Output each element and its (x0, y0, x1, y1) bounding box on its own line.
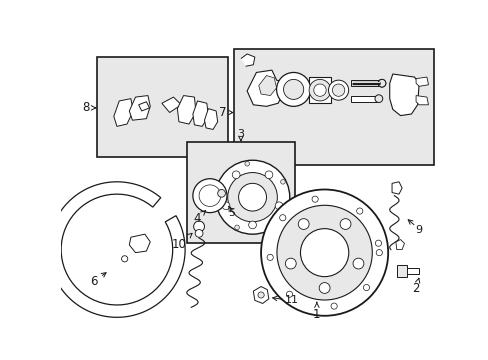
Bar (350, 80, 381, 86)
Bar (97, 57, 227, 157)
Circle shape (276, 72, 310, 106)
Polygon shape (415, 95, 427, 105)
Circle shape (375, 240, 381, 246)
Circle shape (285, 258, 296, 269)
Circle shape (286, 291, 292, 297)
Polygon shape (391, 182, 401, 194)
Circle shape (319, 283, 329, 293)
Circle shape (217, 189, 225, 197)
Polygon shape (204, 109, 217, 130)
Circle shape (244, 161, 249, 166)
Text: 10: 10 (171, 233, 192, 251)
Polygon shape (415, 77, 427, 86)
Text: 4: 4 (193, 211, 205, 225)
Circle shape (328, 80, 348, 100)
Circle shape (377, 80, 385, 87)
Circle shape (375, 249, 382, 256)
Circle shape (330, 303, 337, 309)
Polygon shape (177, 95, 196, 124)
Text: 9: 9 (415, 225, 422, 235)
Circle shape (340, 219, 350, 229)
Polygon shape (395, 239, 404, 249)
Polygon shape (138, 102, 149, 111)
Circle shape (216, 190, 221, 194)
Bar (224, 191, 233, 195)
Circle shape (192, 179, 226, 213)
Text: 7: 7 (218, 106, 232, 119)
Circle shape (266, 254, 273, 260)
Polygon shape (192, 101, 208, 126)
Bar (308, 77, 330, 103)
Polygon shape (241, 54, 254, 66)
Bar (233, 49, 433, 165)
Circle shape (264, 171, 272, 179)
Circle shape (363, 284, 369, 291)
Polygon shape (114, 99, 133, 126)
Circle shape (215, 160, 289, 234)
Circle shape (275, 202, 283, 210)
Circle shape (298, 219, 308, 229)
Circle shape (234, 225, 239, 230)
Polygon shape (49, 182, 185, 317)
Bar (395, 95, 409, 103)
Text: 2: 2 (411, 278, 419, 294)
Circle shape (356, 208, 362, 214)
Polygon shape (246, 70, 284, 106)
Circle shape (274, 219, 279, 224)
Circle shape (261, 189, 387, 316)
Circle shape (300, 229, 348, 276)
Circle shape (193, 221, 204, 232)
Polygon shape (397, 265, 406, 277)
Circle shape (195, 230, 203, 237)
Circle shape (258, 292, 264, 298)
Circle shape (352, 258, 363, 269)
Circle shape (377, 80, 385, 87)
Polygon shape (389, 74, 418, 116)
Circle shape (311, 196, 318, 202)
Circle shape (248, 221, 256, 229)
Circle shape (279, 215, 285, 221)
Text: 11: 11 (285, 295, 299, 305)
Polygon shape (129, 95, 150, 120)
Circle shape (283, 80, 303, 99)
Circle shape (276, 205, 371, 300)
Bar (398, 268, 418, 274)
Circle shape (332, 84, 344, 96)
Circle shape (280, 180, 285, 184)
Text: 1: 1 (312, 302, 320, 321)
Text: 3: 3 (237, 129, 244, 139)
Circle shape (313, 84, 325, 96)
Circle shape (232, 171, 240, 179)
Polygon shape (129, 234, 150, 253)
Circle shape (374, 95, 382, 103)
Bar (186, 142, 295, 243)
Bar (395, 83, 409, 93)
Polygon shape (253, 287, 268, 303)
Polygon shape (258, 76, 276, 95)
Text: 8: 8 (82, 102, 96, 114)
Circle shape (222, 202, 229, 210)
Circle shape (238, 183, 266, 211)
Text: 6: 6 (90, 273, 106, 288)
Polygon shape (162, 97, 181, 112)
Circle shape (308, 80, 330, 101)
Bar (350, 95, 377, 102)
Circle shape (227, 172, 277, 222)
Text: 5: 5 (228, 208, 235, 217)
